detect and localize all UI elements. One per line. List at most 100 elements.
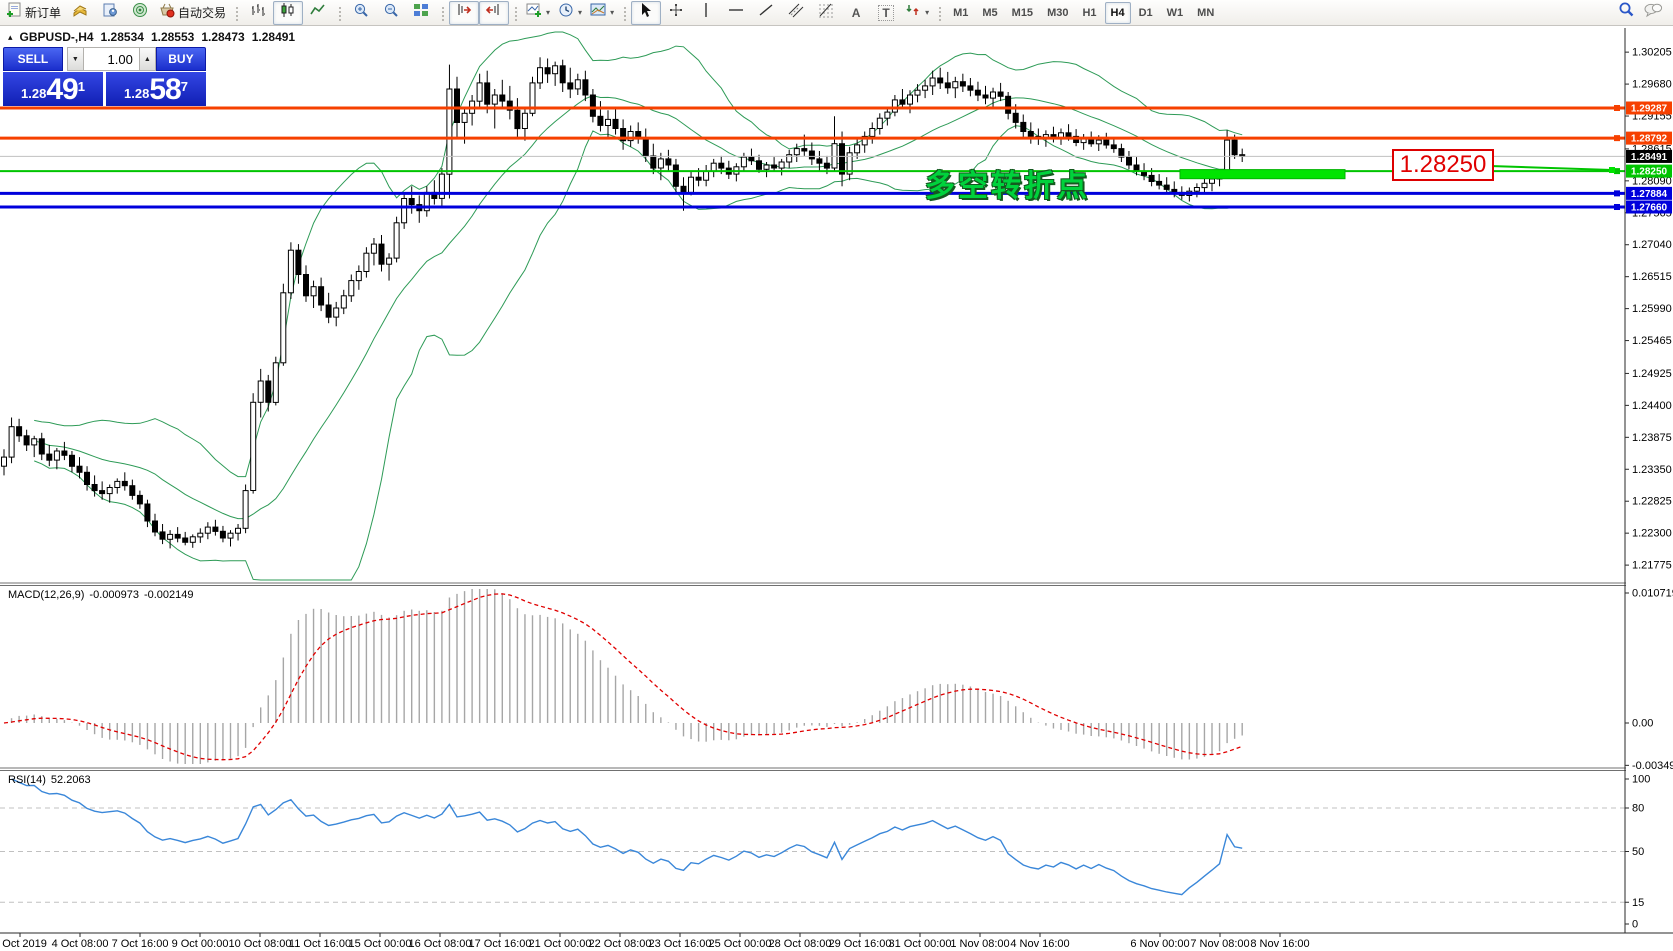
timeframe-button-d1[interactable]: D1 [1138, 6, 1153, 19]
cursor-button[interactable] [631, 0, 662, 25]
candle-bear [1065, 132, 1072, 138]
timeframe-button-mn[interactable]: MN [1197, 6, 1215, 19]
candle-bear [959, 81, 966, 87]
text-button[interactable]: A [841, 1, 871, 25]
candle-bear [1103, 139, 1110, 146]
templates-button[interactable]: ▾ [586, 1, 618, 25]
candle-bear [1088, 138, 1095, 145]
candle-bear [808, 150, 815, 160]
fibonacci-icon [818, 2, 834, 23]
hline-button[interactable] [721, 1, 751, 25]
candle-bull [831, 143, 838, 169]
trendline-button[interactable] [751, 1, 781, 25]
candle-bear [1012, 112, 1019, 123]
price-callout-box[interactable]: 1.28250 [1392, 149, 1494, 181]
candle-bear [378, 243, 385, 265]
periods-button[interactable]: ▾ [554, 1, 586, 25]
timeframe-button-m15[interactable]: M15 [1011, 6, 1034, 19]
level-anchor-handle[interactable] [1614, 105, 1620, 111]
fibonacci-button[interactable] [811, 1, 841, 25]
label-button[interactable]: T [871, 1, 901, 25]
candle-bear [46, 453, 53, 461]
candle-bull [53, 450, 60, 461]
sell-price-small: 1.28 [21, 86, 47, 101]
volume-increase-button[interactable]: ▲ [138, 47, 156, 71]
channel-button[interactable] [781, 1, 811, 25]
arrows-button[interactable]: ▾ [901, 1, 933, 25]
auto-scroll-button[interactable] [449, 0, 480, 25]
candle-bull [854, 144, 861, 154]
indicators-button[interactable]: ▾ [522, 1, 554, 25]
radar-button[interactable] [125, 1, 155, 25]
timeframe-button-w1[interactable]: W1 [1166, 6, 1184, 19]
candle-bear [129, 485, 136, 496]
candle-bear [16, 426, 23, 437]
turning-point-annotation[interactable]: 多空转折点 [925, 170, 1090, 203]
level-anchor-handle[interactable] [1614, 204, 1620, 211]
candle-bull [167, 533, 174, 540]
volume-decrease-button[interactable]: ▼ [66, 47, 84, 71]
axis-tick-label: 80 [1632, 803, 1644, 815]
timeframe-button-m5[interactable]: M5 [982, 6, 998, 19]
new-order-button[interactable]: 新订单 [2, 1, 65, 25]
timeframe-button-m1[interactable]: M1 [953, 6, 969, 19]
collapse-panel-icon[interactable]: ▴ [8, 31, 13, 42]
crosshair-button[interactable] [661, 1, 691, 25]
level-anchor-handle[interactable] [1614, 135, 1620, 142]
volume-input[interactable] [83, 47, 139, 71]
candle-bull [204, 526, 211, 534]
candle-bear [1126, 156, 1132, 166]
autotrading-button[interactable]: 自动交易 [155, 1, 230, 25]
timeframe-button-h4[interactable]: H4 [1104, 1, 1131, 24]
candle-bear [484, 82, 491, 105]
axis-tick-label: 1.27040 [1632, 239, 1672, 251]
zoom-in-button[interactable] [346, 1, 376, 25]
search-icon[interactable] [1617, 1, 1635, 24]
candle-bear [899, 99, 906, 105]
buy-button[interactable]: BUY [155, 47, 206, 71]
buy-price-big: 58 [149, 73, 181, 106]
candle-bull [348, 280, 355, 297]
ohlc-open: 1.28534 [100, 30, 144, 44]
callout-anchor-handle[interactable] [1609, 167, 1615, 173]
axis-tick-label: 50 [1632, 846, 1644, 858]
candle-bear [408, 198, 415, 206]
chat-icon[interactable] [1643, 1, 1663, 24]
buy-price-display[interactable]: 1.28 58 7 [106, 72, 206, 106]
axis-tick-label: 1.28090 [1632, 175, 1672, 187]
zoom-out-button[interactable] [376, 1, 406, 25]
time-tick-label: 16 Oct 08:00 [409, 938, 472, 950]
sell-button[interactable]: SELL [3, 47, 63, 71]
line-chart-button[interactable] [303, 1, 333, 25]
vline-button[interactable] [691, 1, 721, 25]
axis-tick-label: 1.22300 [1632, 528, 1672, 540]
tile-windows-button[interactable] [406, 1, 436, 25]
axis-tick-label: 15 [1632, 897, 1644, 909]
candle-bull [574, 79, 581, 90]
toolbar-group-chart-type [243, 0, 333, 25]
price-tag-label: 1.27884 [1631, 189, 1668, 200]
market-depth-button[interactable] [65, 1, 95, 25]
timeframe-button-m30[interactable]: M30 [1047, 6, 1069, 19]
timeframe-button-h1[interactable]: H1 [1082, 6, 1097, 19]
chevron-down-icon: ▾ [578, 8, 583, 17]
chart-shift-button[interactable] [479, 0, 510, 25]
candle-bull [1201, 182, 1208, 189]
candle-bear [454, 88, 460, 123]
toolbar-group-drawing: A T ▾ [631, 0, 933, 25]
level-anchor-handle[interactable] [1614, 168, 1620, 175]
sell-price-display[interactable]: 1.28 49 1 [3, 72, 103, 106]
time-tick-label: 25 Oct 00:00 [709, 938, 772, 950]
level-anchor-handle[interactable] [1614, 190, 1620, 197]
candle-bull [778, 161, 785, 169]
highlight-rectangle-object[interactable] [1179, 169, 1346, 180]
bar-chart-button[interactable] [243, 1, 273, 25]
periods-icon [558, 2, 574, 23]
buy-price-small: 1.28 [124, 86, 150, 101]
rsi-value: 52.2063 [50, 774, 91, 786]
terminal-button[interactable] [95, 1, 125, 25]
autotrading-label: 自动交易 [178, 6, 227, 20]
candlestick-chart-button[interactable] [273, 0, 304, 25]
candle-bull [1, 456, 7, 467]
